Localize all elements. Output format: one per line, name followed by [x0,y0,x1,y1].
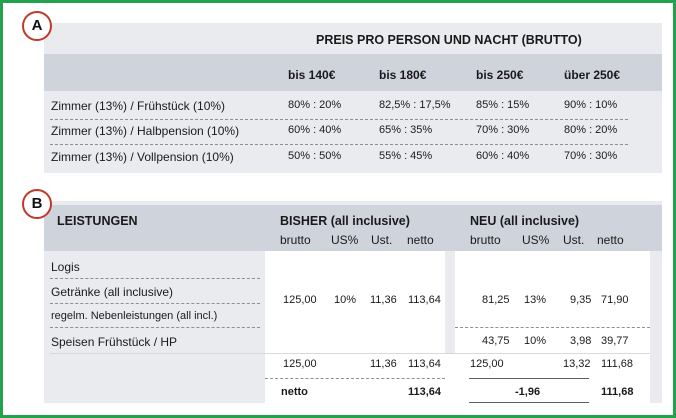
price-cell: 85% : 15% [476,99,530,111]
sum-bisher-brutto: 125,00 [283,358,317,370]
sum-neu-netto: 111,68 [601,358,634,370]
price-cell: 80% : 20% [288,99,342,111]
netto-neu-value: 111,68 [601,386,634,398]
price-cell: 55% : 45% [379,150,433,162]
price-cell: 70% : 30% [476,124,530,136]
row-divider [50,144,628,145]
neu-header: NEU (all inclusive) [470,214,580,228]
subhead-brutto: brutto [470,233,501,247]
price-row-label: Zimmer (13%) / Halbpension (10%) [51,124,240,138]
subhead-us: US% [522,233,550,247]
neu-us: 13% [524,294,547,306]
subhead-ust: Ust. [371,233,393,247]
price-cell: 65% : 35% [379,124,433,136]
neu-ust: 3,98 [570,335,592,347]
netto-difference: -1,96 [515,386,541,398]
bisher-us: 10% [334,294,357,306]
comparison-header-bar [44,205,662,251]
price-cell: 70% : 30% [564,150,618,162]
netto-divider-neu [469,378,589,379]
netto-divider [265,378,445,379]
netto-underline [469,402,589,403]
row-divider [50,119,628,120]
row-divider [50,303,260,304]
sum-neu-brutto: 125,00 [470,358,504,370]
col-bis-180: bis 180€ [379,68,427,82]
bisher-ust: 11,36 [370,294,397,306]
subhead-netto: netto [407,233,434,247]
bisher-column-bg [265,251,445,353]
price-table-header-bar [44,54,662,91]
neu-brutto: 43,75 [482,335,510,347]
item-speisen: Speisen Frühstück / HP [51,335,178,349]
price-row-label: Zimmer (13%) / Vollpension (10%) [51,150,234,164]
col-ueber-250: über 250€ [564,68,621,82]
col-bis-140: bis 140€ [288,68,336,82]
bisher-header: BISHER (all inclusive) [280,214,410,228]
price-cell: 82,5% : 17,5% [379,99,451,111]
col-bis-250: bis 250€ [476,68,524,82]
price-cell: 80% : 20% [564,124,618,136]
subhead-us: US% [331,233,359,247]
neu-netto: 71,90 [601,294,629,306]
section-b-badge: B [22,189,52,219]
item-nebenleistungen: regelm. Nebenleistungen (all incl.) [51,310,218,322]
item-getraenke: Getränke (all inclusive) [51,285,174,299]
neu-column-bg [455,251,650,353]
leistungen-header: LEISTUNGEN [57,214,138,228]
section-a-badge: A [22,11,52,41]
bisher-brutto: 125,00 [283,294,317,306]
subhead-brutto: brutto [280,233,311,247]
price-cell: 50% : 50% [288,150,342,162]
section-a-panel [44,23,662,173]
price-row-label: Zimmer (13%) / Frühstück (10%) [51,99,226,113]
price-table-title: PREIS PRO PERSON UND NACHT (BRUTTO) [316,33,582,47]
sum-row-bg [265,353,650,378]
sum-divider [50,353,650,354]
netto-bisher-value: 113,64 [408,386,442,398]
row-divider [455,327,650,328]
price-cell: 60% : 40% [476,150,530,162]
neu-ust: 9,35 [570,294,592,306]
subhead-ust: Ust. [563,233,585,247]
row-divider [50,278,260,279]
item-logis: Logis [51,260,80,274]
neu-brutto: 81,25 [482,294,510,306]
bisher-netto: 113,64 [408,294,441,306]
neu-us: 10% [524,335,547,347]
neu-netto: 39,77 [601,335,629,347]
sum-bisher-ust: 11,36 [370,358,397,370]
subhead-netto: netto [597,233,624,247]
price-cell: 60% : 40% [288,124,342,136]
sum-neu-ust: 13,32 [563,358,591,370]
sum-bisher-netto: 113,64 [408,358,441,370]
price-cell: 90% : 10% [564,99,618,111]
netto-label: netto [281,386,308,398]
netto-row-bg [265,378,650,403]
row-divider [50,327,260,328]
